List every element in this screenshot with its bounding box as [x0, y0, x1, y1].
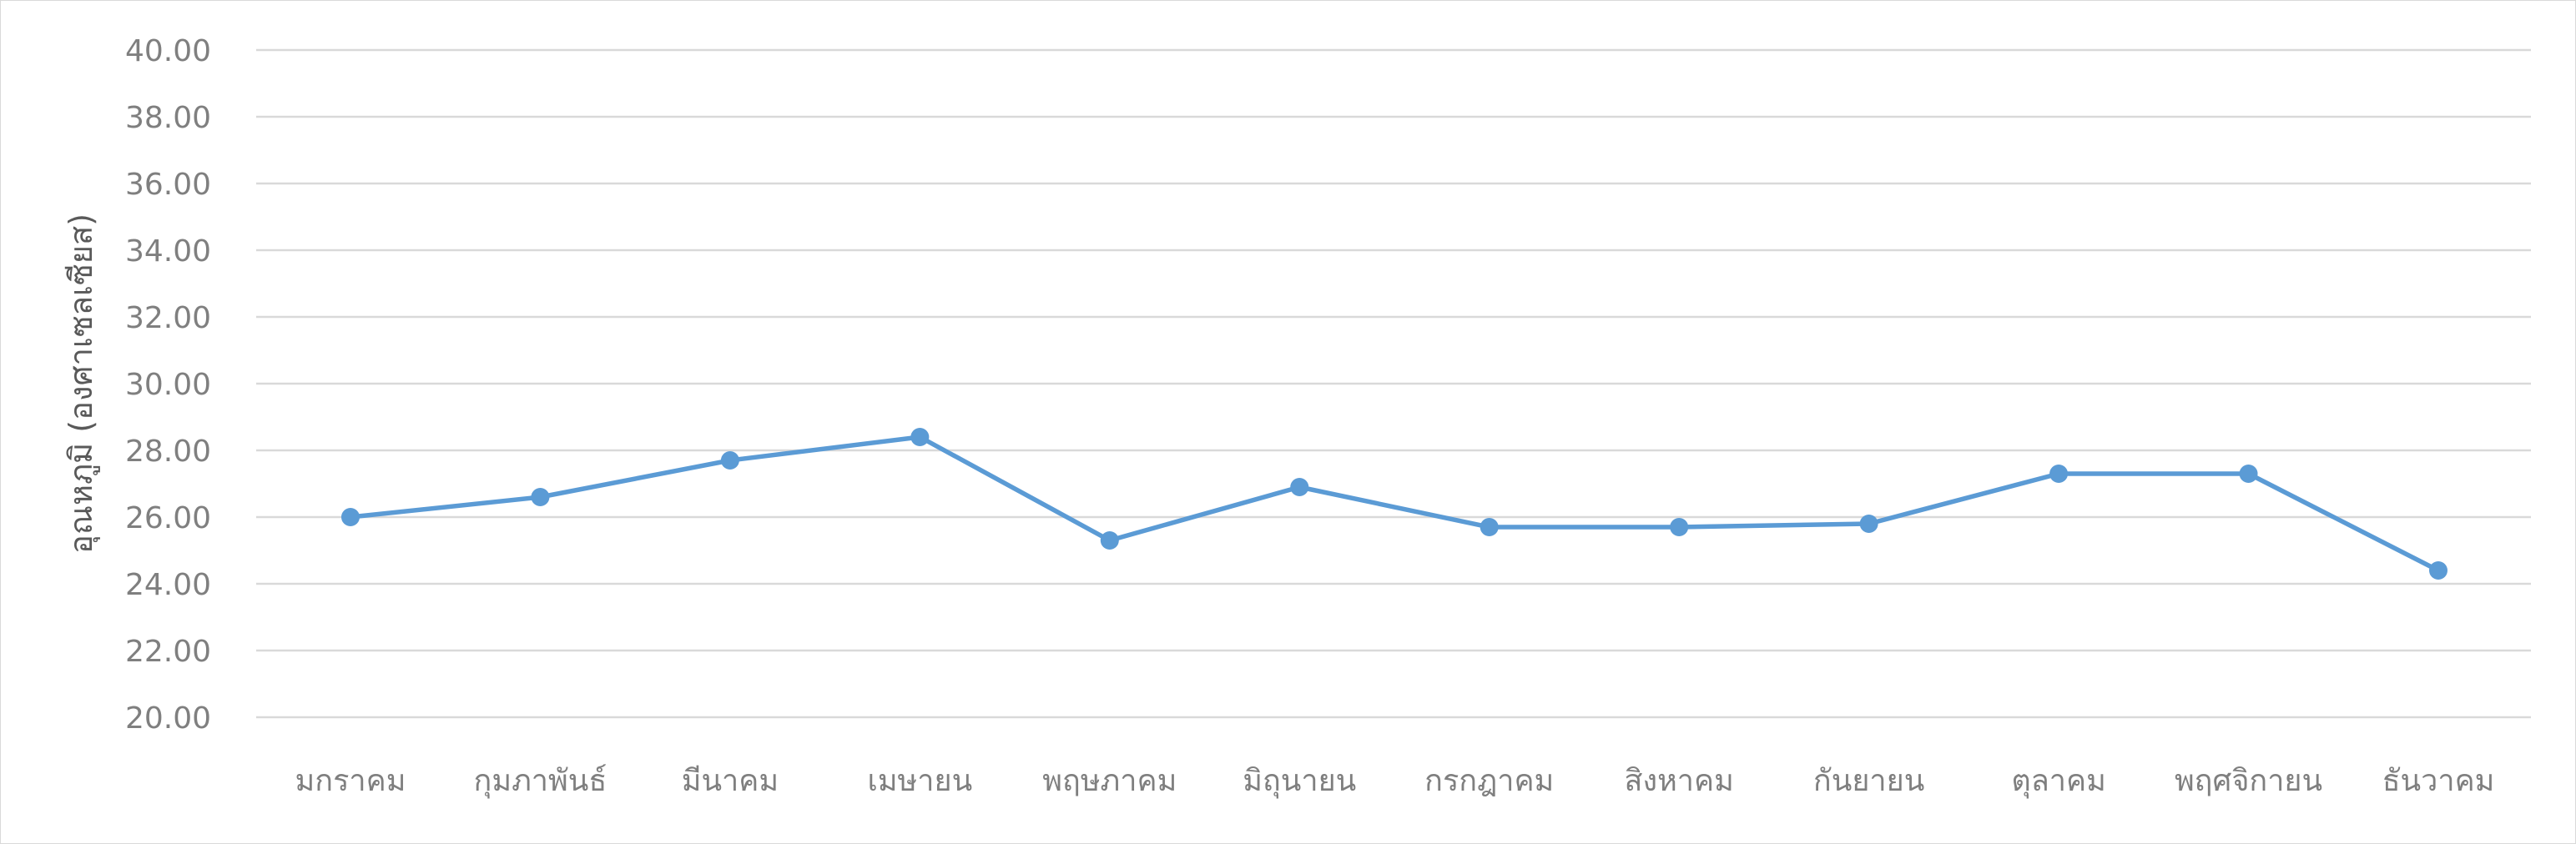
y-tick-label: 40.00 [125, 34, 211, 68]
data-point [910, 428, 930, 446]
data-point [1670, 518, 1689, 536]
x-axis-ticks: มกราคม กุมภาพันธ์ มีนาคม เมษายน พฤษภาคม มิถุน… [295, 764, 2495, 799]
data-point [531, 488, 550, 506]
x-tick-label: มีนาคม [682, 764, 779, 798]
y-tick-label: 22.00 [125, 635, 211, 669]
data-point [720, 451, 739, 470]
gridlines [256, 48, 2531, 719]
x-tick-label: มกราคม [295, 764, 406, 798]
x-tick-label: มิถุนายน [1243, 764, 1356, 799]
y-axis-title: อุณหภูมิ (องศาเซลเซียส) [63, 214, 100, 554]
y-tick-label: 32.00 [125, 301, 211, 335]
data-point [2049, 465, 2069, 483]
y-tick-label: 28.00 [125, 435, 211, 469]
data-point [2239, 465, 2258, 483]
x-tick-label: ธันวาคม [2382, 764, 2495, 798]
data-point [1290, 478, 1309, 496]
y-tick-label: 30.00 [125, 368, 211, 402]
x-tick-label: เมษายน [868, 764, 973, 798]
x-tick-label: สิงหาคม [1625, 764, 1734, 798]
x-tick-label: พฤษภาคม [1042, 764, 1177, 798]
x-tick-label: กุมภาพันธ์ [474, 764, 607, 799]
y-tick-label: 26.00 [125, 501, 211, 535]
data-point [1480, 518, 1499, 536]
y-axis-ticks: 20.00 22.00 24.00 26.00 28.00 30.00 32.00 34.00… [125, 34, 211, 736]
y-tick-label: 38.00 [125, 101, 211, 135]
x-tick-label: กันยายน [1813, 764, 1924, 798]
x-tick-label: ตุลาคม [2011, 764, 2105, 799]
y-tick-label: 24.00 [125, 568, 211, 602]
data-point [1100, 531, 1119, 550]
y-tick-label: 36.00 [125, 168, 211, 202]
y-tick-label: 20.00 [125, 701, 211, 736]
series-line [348, 435, 2441, 573]
data-point [1859, 515, 1878, 533]
x-tick-label: กรกฎาคม [1424, 764, 1554, 798]
series-layer [341, 428, 2447, 580]
y-tick-label: 34.00 [125, 234, 211, 269]
data-point [2429, 561, 2447, 580]
x-tick-label: พฤศจิกายน [2175, 764, 2322, 798]
data-point [341, 508, 360, 526]
